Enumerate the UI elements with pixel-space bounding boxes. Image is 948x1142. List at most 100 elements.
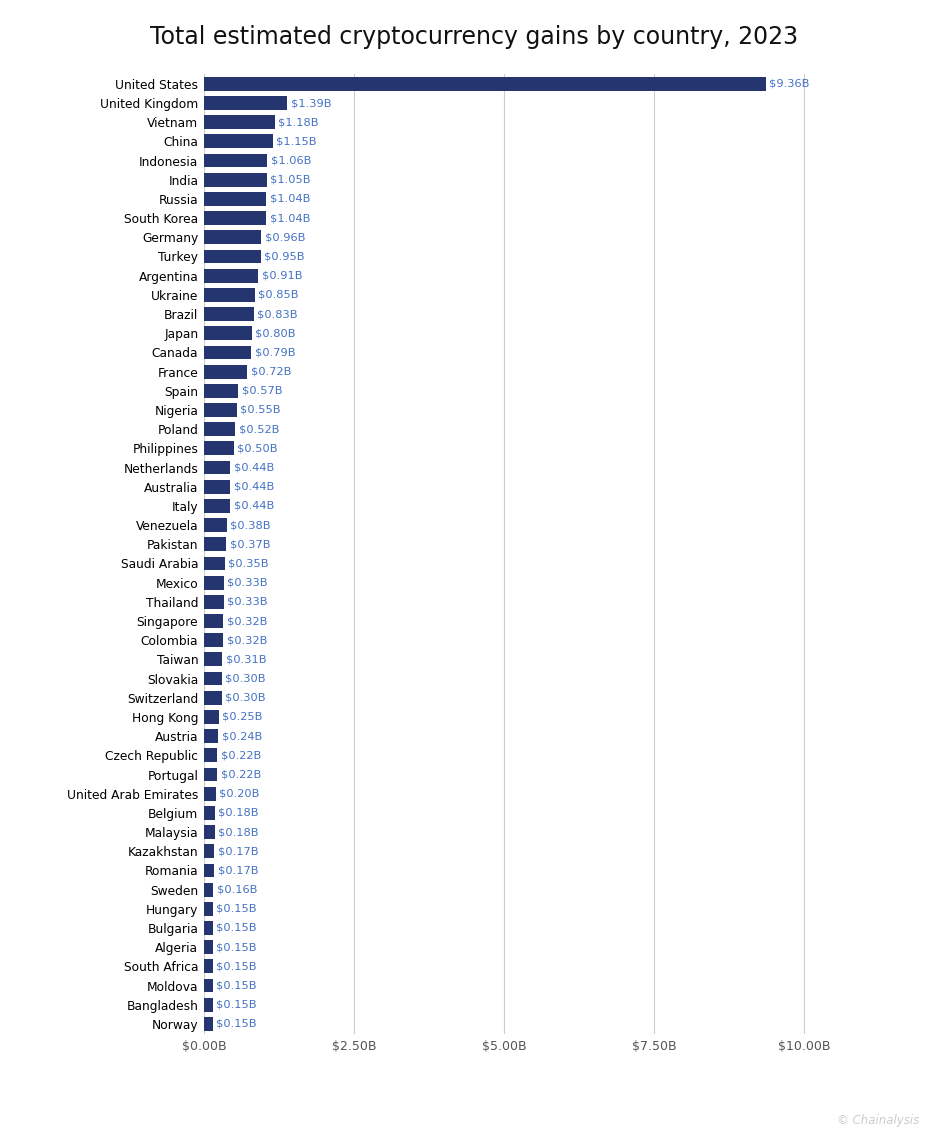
Text: $0.15B: $0.15B: [216, 923, 257, 933]
Text: $0.30B: $0.30B: [226, 693, 266, 702]
Text: $0.96B: $0.96B: [265, 232, 305, 242]
Bar: [204, 671, 222, 685]
Text: $1.18B: $1.18B: [279, 118, 319, 127]
Bar: [204, 364, 247, 378]
Bar: [204, 327, 252, 340]
Text: $0.50B: $0.50B: [237, 443, 278, 453]
Text: $0.32B: $0.32B: [227, 616, 267, 626]
Text: $0.37B: $0.37B: [229, 539, 270, 549]
Bar: [204, 710, 219, 724]
Bar: [204, 767, 217, 781]
Text: $0.72B: $0.72B: [250, 367, 291, 377]
Bar: [204, 576, 224, 589]
Bar: [204, 211, 266, 225]
Bar: [204, 172, 267, 186]
Text: $0.83B: $0.83B: [257, 309, 298, 319]
Text: $1.05B: $1.05B: [270, 175, 311, 185]
Bar: [204, 288, 255, 301]
Bar: [204, 614, 223, 628]
Text: $0.22B: $0.22B: [221, 750, 261, 761]
Text: $0.85B: $0.85B: [259, 290, 299, 300]
Text: $0.79B: $0.79B: [255, 347, 296, 357]
Bar: [204, 135, 273, 148]
Bar: [204, 423, 235, 436]
Bar: [204, 96, 287, 110]
Text: $1.06B: $1.06B: [271, 155, 312, 166]
Text: $1.04B: $1.04B: [270, 214, 310, 223]
Text: $0.30B: $0.30B: [226, 674, 266, 684]
Bar: [204, 806, 214, 820]
Text: $1.15B: $1.15B: [277, 136, 317, 146]
Text: $0.16B: $0.16B: [217, 885, 258, 894]
Bar: [204, 826, 214, 839]
Text: $0.15B: $0.15B: [216, 962, 257, 972]
Bar: [204, 403, 237, 417]
Text: $0.20B: $0.20B: [219, 789, 260, 798]
Bar: [204, 346, 251, 360]
Text: $0.15B: $0.15B: [216, 999, 257, 1010]
Bar: [204, 460, 230, 474]
Bar: [204, 959, 212, 973]
Bar: [204, 154, 267, 168]
Text: $0.15B: $0.15B: [216, 942, 257, 952]
Text: $0.22B: $0.22B: [221, 770, 261, 780]
Bar: [204, 307, 254, 321]
Bar: [204, 77, 766, 90]
Text: $1.04B: $1.04B: [270, 194, 310, 204]
Text: $0.15B: $0.15B: [216, 903, 257, 914]
Bar: [204, 634, 223, 648]
Text: © Chainalysis: © Chainalysis: [837, 1113, 920, 1127]
Text: $0.44B: $0.44B: [234, 482, 274, 492]
Bar: [204, 748, 217, 762]
Text: $0.52B: $0.52B: [239, 424, 279, 434]
Bar: [204, 979, 212, 992]
Text: $0.44B: $0.44B: [234, 501, 274, 510]
Text: $0.15B: $0.15B: [216, 1019, 257, 1029]
Text: $0.80B: $0.80B: [255, 328, 296, 338]
Bar: [204, 250, 261, 264]
Bar: [204, 730, 218, 743]
Bar: [204, 231, 262, 244]
Bar: [204, 192, 266, 206]
Bar: [204, 998, 212, 1012]
Text: $9.36B: $9.36B: [770, 79, 810, 89]
Text: $0.25B: $0.25B: [223, 711, 263, 722]
Text: $0.18B: $0.18B: [218, 827, 259, 837]
Bar: [204, 480, 230, 493]
Bar: [204, 442, 234, 456]
Text: Total estimated cryptocurrency gains by country, 2023: Total estimated cryptocurrency gains by …: [150, 25, 798, 49]
Bar: [204, 268, 259, 282]
Bar: [204, 883, 213, 896]
Text: $0.44B: $0.44B: [234, 463, 274, 473]
Text: $0.24B: $0.24B: [222, 731, 262, 741]
Text: $0.31B: $0.31B: [226, 654, 266, 665]
Text: $0.33B: $0.33B: [228, 597, 267, 606]
Bar: [204, 844, 214, 858]
Text: $0.18B: $0.18B: [218, 807, 259, 818]
Text: $0.38B: $0.38B: [230, 520, 271, 530]
Bar: [204, 940, 212, 954]
Bar: [204, 518, 227, 532]
Bar: [204, 1018, 212, 1031]
Text: $0.17B: $0.17B: [218, 866, 258, 876]
Bar: [204, 499, 230, 513]
Bar: [204, 652, 223, 666]
Bar: [204, 691, 222, 705]
Text: $0.57B: $0.57B: [242, 386, 283, 396]
Text: $0.91B: $0.91B: [262, 271, 302, 281]
Text: $0.33B: $0.33B: [228, 578, 267, 588]
Bar: [204, 922, 212, 935]
Bar: [204, 787, 216, 801]
Text: $0.55B: $0.55B: [241, 405, 281, 415]
Text: $1.39B: $1.39B: [291, 98, 332, 108]
Bar: [204, 115, 275, 129]
Bar: [204, 538, 226, 552]
Bar: [204, 902, 212, 916]
Bar: [204, 595, 224, 609]
Bar: [204, 863, 214, 877]
Bar: [204, 556, 225, 570]
Text: $0.17B: $0.17B: [218, 846, 258, 856]
Text: $0.95B: $0.95B: [264, 251, 305, 262]
Text: $0.15B: $0.15B: [216, 981, 257, 990]
Bar: [204, 384, 238, 397]
